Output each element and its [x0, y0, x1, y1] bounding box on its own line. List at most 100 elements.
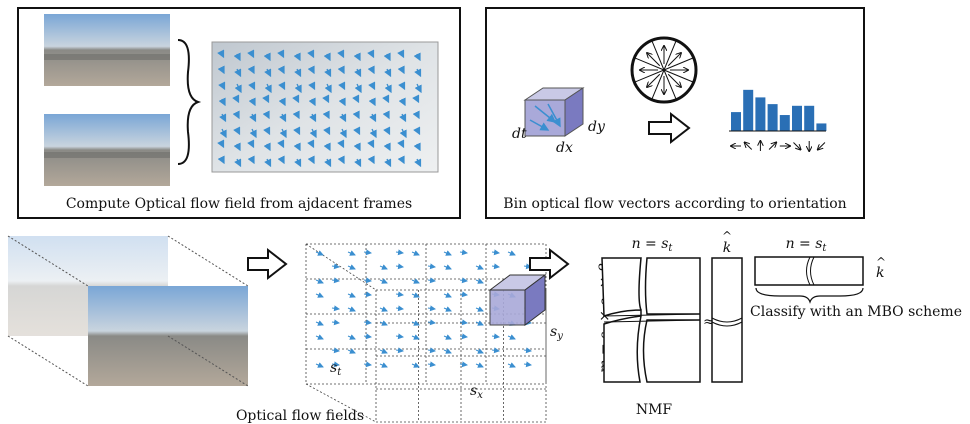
wheel-sector-line [634, 57, 665, 71]
flow-vector [353, 52, 361, 62]
grid-flow-vector [427, 361, 436, 368]
flow-vector [384, 83, 392, 94]
under-brace [755, 287, 864, 304]
flow-vector [294, 83, 302, 94]
grid-flow-vector [459, 291, 468, 298]
grid-flow-vector [315, 278, 324, 284]
flow-vector [294, 158, 302, 168]
flow-vector [263, 126, 271, 136]
wheel-direction-arrow [667, 73, 681, 87]
grid-flow-vector [523, 361, 532, 368]
approx-symbol: ≈ [703, 314, 715, 330]
flow-vector [308, 81, 316, 91]
flow-vector [397, 155, 405, 165]
flow-vector [219, 128, 227, 139]
grid-flow-vector [347, 348, 356, 354]
grid-flow-vector [395, 249, 404, 256]
flow-vector [248, 81, 256, 91]
flow-vector [324, 83, 332, 94]
grid-flow-vector [443, 334, 452, 340]
grid-flow-vector [427, 277, 436, 284]
flow-vector [218, 97, 226, 107]
flow-vector [247, 49, 255, 59]
flow-arrows [217, 49, 422, 168]
histogram-bar [792, 105, 802, 131]
flow-vector [383, 126, 391, 136]
frame-1-photo [44, 14, 170, 86]
grid-flow-vector [411, 292, 420, 298]
grid-flow-vector [315, 250, 324, 256]
flow-vector [218, 81, 226, 91]
flow-vector [353, 142, 361, 152]
flow-vector [384, 158, 392, 168]
flow-vector [397, 65, 405, 75]
grid-flow-vector [427, 305, 436, 312]
flow-vector [352, 110, 360, 120]
grid-flow-vector [411, 362, 420, 368]
grid-flow-vector [347, 250, 356, 256]
grid-flow-vector [363, 277, 372, 284]
flow-vector [234, 158, 242, 168]
flow-vector [292, 94, 300, 104]
grid-line [305, 383, 377, 423]
wheel-sector-line [663, 69, 694, 83]
flow-vector [352, 94, 360, 104]
flow-vector [277, 65, 285, 75]
grid-flow-vector [315, 292, 324, 298]
flow-vector [277, 139, 285, 149]
frame-2-photo [44, 114, 170, 186]
flow-vector [339, 113, 347, 123]
flow-vector [217, 49, 225, 59]
grid-flow-vector [411, 250, 420, 256]
flow-vector [233, 52, 241, 62]
flow-vector [262, 110, 270, 120]
grid-flow-vector [379, 278, 388, 284]
grid-flow-vector [411, 334, 420, 340]
flow-vector [353, 126, 361, 136]
flow-vector [414, 83, 422, 94]
optical-flow-fields-caption: Optical flow fields [236, 408, 364, 424]
flow-vector [234, 83, 242, 94]
grid-flow-vector [379, 264, 388, 270]
flow-vector [399, 113, 407, 123]
grid-flow-vector [395, 333, 404, 340]
flow-vector [279, 113, 287, 123]
flow-vector [367, 139, 375, 149]
grid-flow-vector [475, 278, 484, 284]
flow-vector [324, 158, 332, 168]
grid-flow-vector [395, 291, 404, 298]
flow-vector [323, 142, 331, 152]
grid-flow-vector [363, 291, 372, 298]
flow-vector [354, 83, 362, 94]
flow-vector [399, 128, 407, 139]
flow-vector [307, 139, 315, 149]
flow-vector [367, 65, 375, 75]
binning-caption: Bin optical flow vectors according to or… [503, 196, 846, 212]
flow-vector [382, 94, 390, 104]
grid-flow-vector [331, 305, 340, 312]
spatiotemporal-grid: st sx sy [305, 243, 563, 423]
flow-vector [338, 97, 346, 107]
grid-flow-vector [347, 292, 356, 298]
grid-flow-vector [443, 306, 452, 312]
flow-vector [308, 97, 316, 107]
binning-panel: dt dy dx Bin optical flow vectors accord… [485, 7, 865, 219]
flow-cube [523, 87, 585, 137]
grid-flow-vector [331, 361, 340, 368]
wheel-sector-line [663, 69, 677, 100]
flow-vector [294, 68, 302, 78]
grid-flow-vector [443, 292, 452, 298]
orientation-wheel [630, 36, 698, 104]
flow-vector [367, 155, 375, 165]
flow-vector [263, 52, 271, 62]
flow-vector [307, 65, 315, 75]
optical-flow-caption: Compute Optical flow field from ajdacent… [66, 196, 412, 212]
wheel-sector-line [651, 69, 665, 100]
nmf-caption: NMF [636, 402, 673, 418]
wheel-direction-arrow [647, 73, 661, 87]
grid-flow-vector [331, 277, 340, 284]
flow-vector [262, 94, 270, 104]
flow-vector [412, 94, 420, 104]
grid-line [305, 243, 377, 291]
flow-vector [384, 68, 392, 78]
